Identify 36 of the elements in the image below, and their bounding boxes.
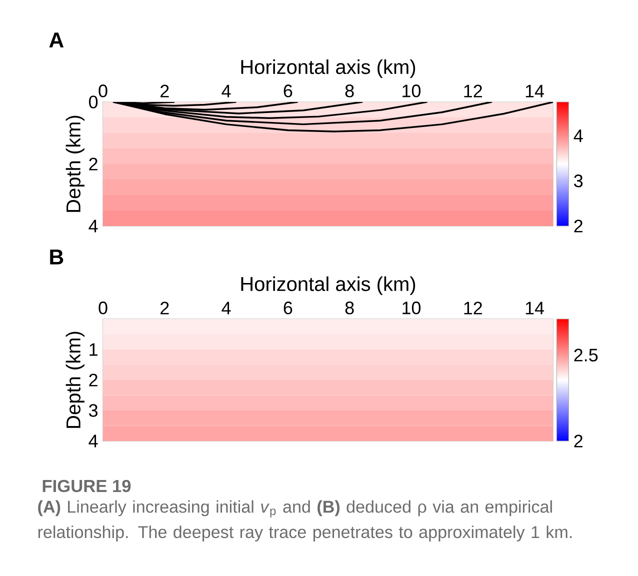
y-tick-label: 0 bbox=[88, 96, 98, 108]
x-tick-label: 12 bbox=[464, 84, 482, 98]
x-tick-label: 14 bbox=[526, 302, 544, 314]
y-axis-title: Depth (km) bbox=[66, 332, 84, 428]
color-bar-label: 2.5 bbox=[574, 348, 598, 362]
x-tick-label: 12 bbox=[464, 302, 482, 314]
x-tick-label: 10 bbox=[402, 84, 421, 98]
y-tick-label: 2 bbox=[89, 158, 98, 170]
chart-title: B bbox=[50, 250, 64, 264]
y-tick-label: 4 bbox=[88, 220, 98, 232]
y-tick-label: 1 bbox=[90, 343, 98, 356]
x-tick-label: 8 bbox=[345, 302, 354, 314]
x-tick-label: 14 bbox=[526, 84, 544, 98]
caption: FIGURE 19 bbox=[42, 480, 131, 492]
y-tick-label: 4 bbox=[88, 434, 98, 448]
x-tick-label: 4 bbox=[222, 84, 231, 98]
x-tick-label: 6 bbox=[284, 84, 292, 98]
color-bar-label: 4 bbox=[574, 130, 583, 142]
y-axis-title: Depth (km) bbox=[66, 116, 84, 212]
x-tick-label: 2 bbox=[160, 302, 169, 314]
y-tick-label: 3 bbox=[88, 404, 98, 417]
x-axis-title: Horizontal axis (km) bbox=[241, 276, 416, 296]
color-bar-label: 2 bbox=[574, 220, 582, 232]
x-tick-label: 8 bbox=[345, 84, 354, 98]
text: (A) Linearly increasing initial v$_{p}$ and (B) deduced ρ via an empirical relationship. The deepest ray trace penetrates to approximately 1 km. bbox=[38, 500, 572, 542]
chart-title: A bbox=[49, 32, 64, 48]
color-bar-label: 2 bbox=[574, 434, 582, 448]
x-tick-label: 0 bbox=[98, 302, 108, 314]
x-axis-title: Horizontal axis (km) bbox=[241, 59, 416, 78]
y-tick-label: 2 bbox=[89, 374, 98, 386]
color-bar-label: 3 bbox=[574, 174, 583, 188]
x-tick-label: 2 bbox=[160, 84, 169, 98]
x-tick-label: 10 bbox=[402, 302, 421, 314]
x-tick-label: 4 bbox=[222, 302, 231, 314]
x-tick-label: 0 bbox=[98, 84, 108, 98]
x-tick-label: 6 bbox=[284, 302, 292, 314]
